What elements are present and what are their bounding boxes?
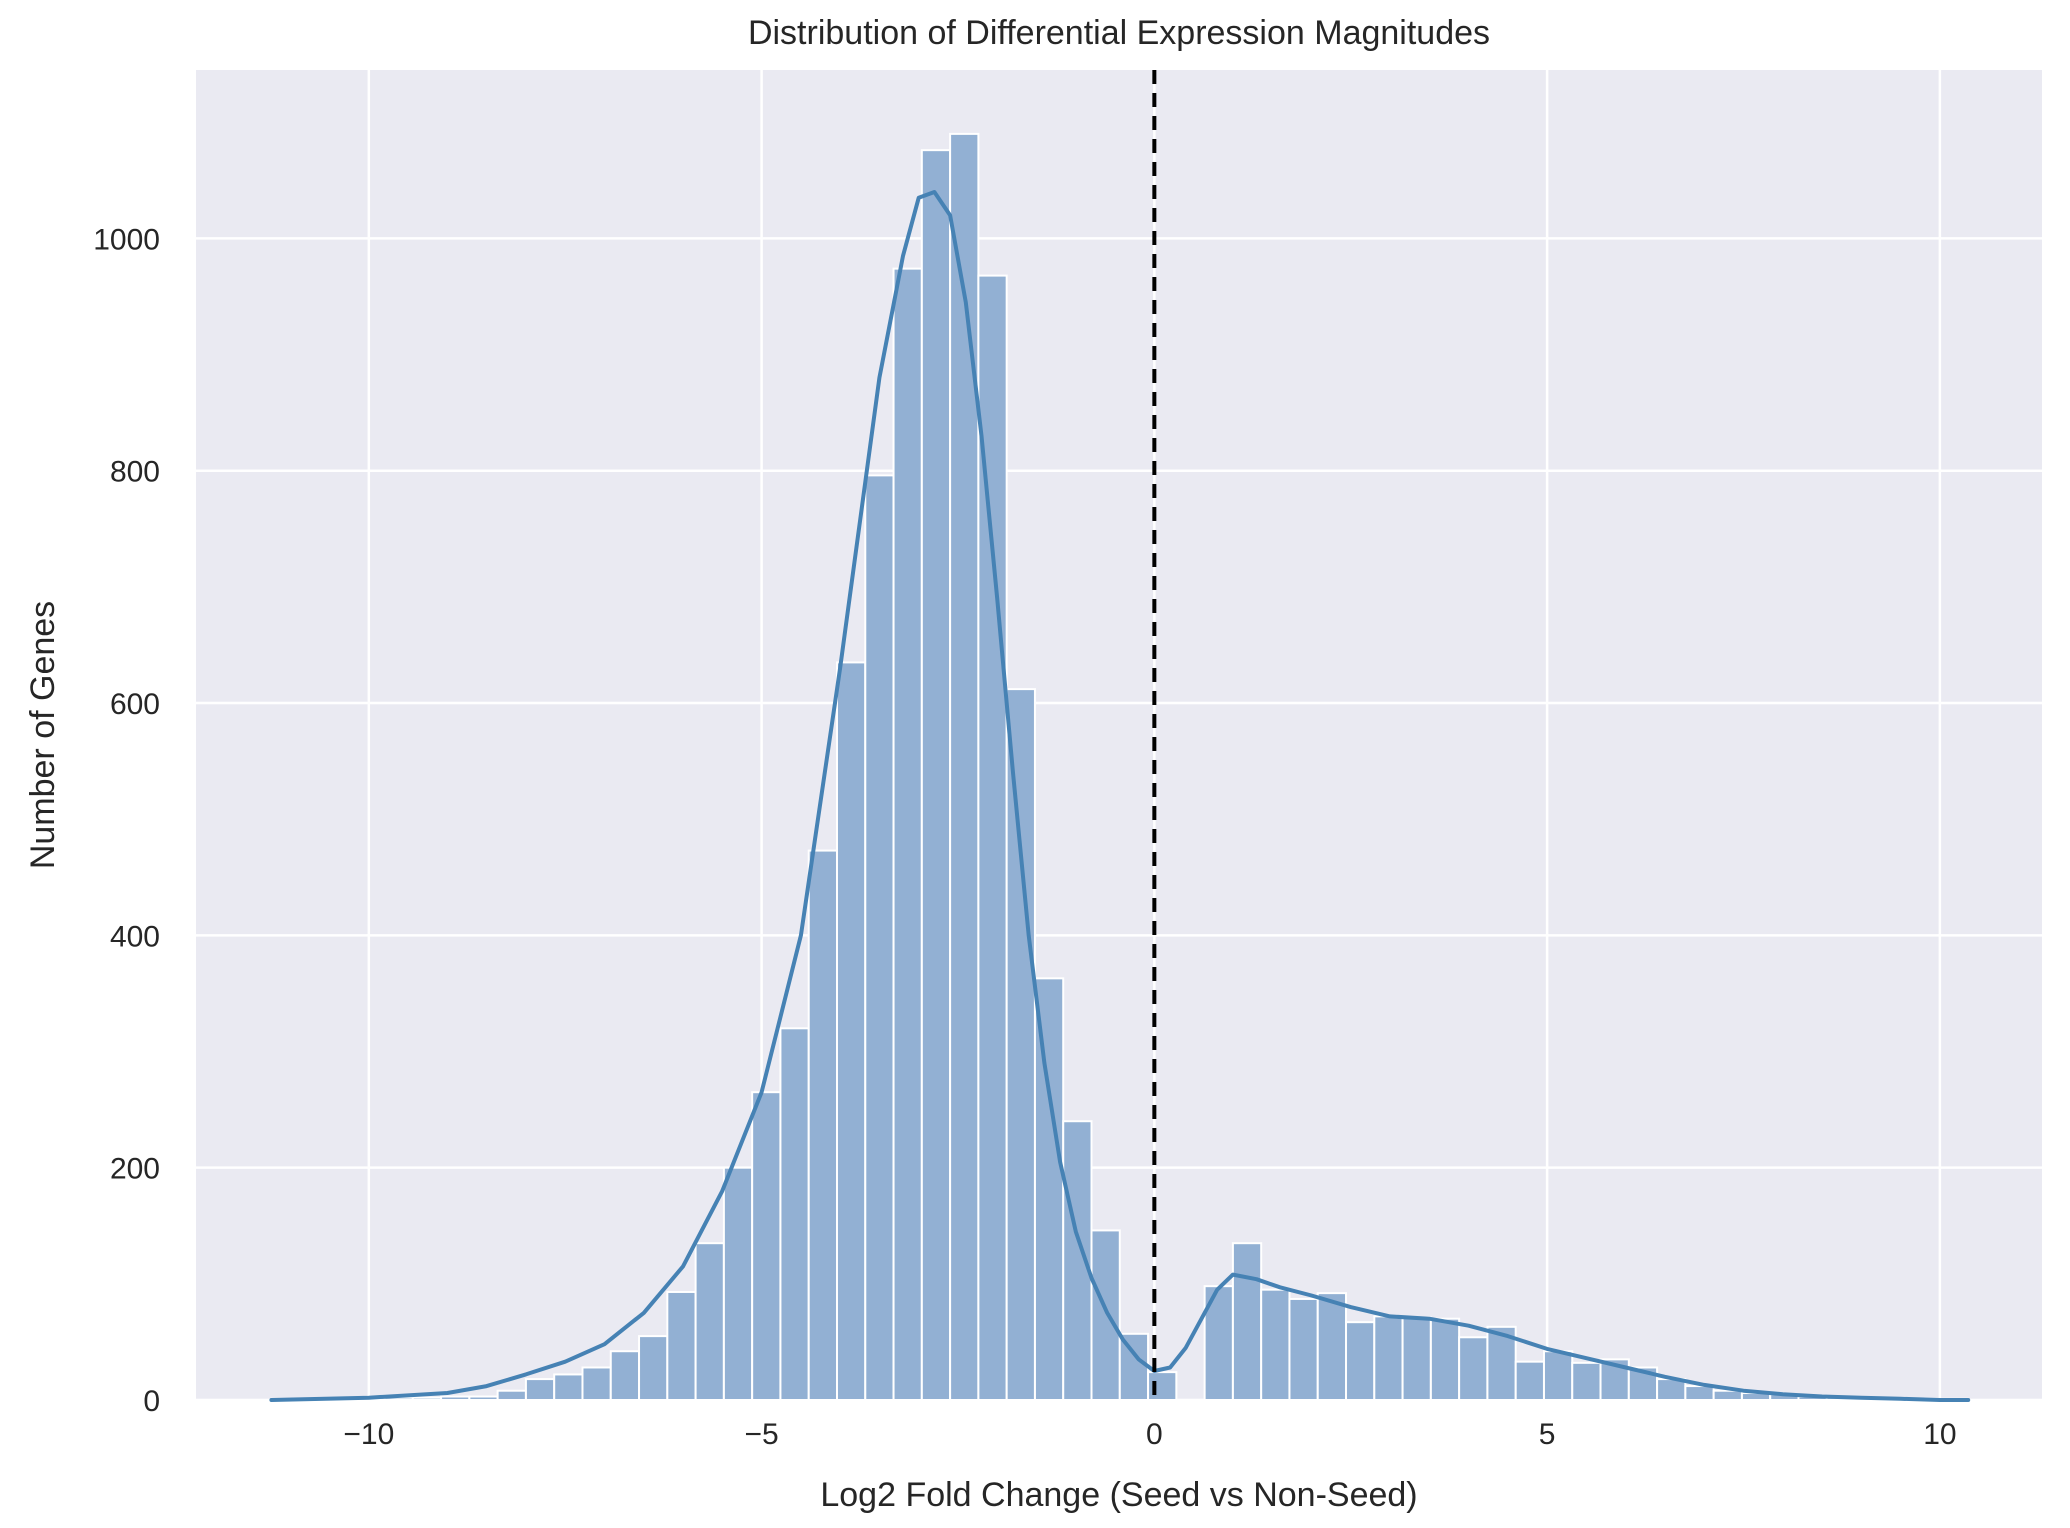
- histogram-bar: [638, 1335, 669, 1401]
- histogram-bar: [468, 1395, 499, 1401]
- histogram-bar: [1090, 1229, 1121, 1402]
- x-tick-label: −5: [744, 1418, 778, 1451]
- histogram-bar: [609, 1350, 641, 1402]
- chart-title: Distribution of Differential Expression …: [748, 14, 1490, 52]
- histogram-bar: [1260, 1288, 1291, 1401]
- y-tick-label: 400: [110, 920, 160, 953]
- histogram-bar: [1712, 1389, 1743, 1401]
- x-axis-ticks: −10 −5 0 5 10: [343, 1418, 1956, 1451]
- histogram-bar: [1458, 1336, 1489, 1402]
- histogram-bar: [440, 1395, 471, 1401]
- histogram-bar: [949, 132, 980, 1401]
- histogram-bar: [1514, 1360, 1545, 1401]
- histogram-bar: [892, 267, 923, 1402]
- x-tick-label: 10: [1923, 1418, 1956, 1451]
- histogram-bar: [524, 1378, 556, 1401]
- kde-curve: [269, 190, 1971, 1402]
- x-tick-label: 0: [1146, 1418, 1163, 1451]
- histogram-bar: [1005, 688, 1036, 1401]
- histogram-bar: [1656, 1378, 1687, 1401]
- histogram-bar: [666, 1290, 697, 1401]
- histogram-bar: [1429, 1317, 1461, 1401]
- histogram-bar: [751, 1091, 782, 1401]
- histogram-bar: [977, 274, 1008, 1401]
- histogram-bar: [864, 474, 895, 1401]
- plot-area: [196, 70, 2042, 1400]
- histogram-bar: [553, 1373, 584, 1402]
- histogram-bar: [1684, 1385, 1715, 1402]
- histogram-bar: [779, 1027, 810, 1402]
- y-axis-label: Number of Genes: [24, 601, 62, 869]
- histogram-bar: [1147, 1371, 1178, 1402]
- histogram-bar: [1571, 1361, 1602, 1402]
- histogram-bar: [411, 1396, 443, 1402]
- x-axis-label: Log2 Fold Change (Seed vs Non-Seed): [820, 1476, 1417, 1514]
- x-tick-label: 5: [1539, 1418, 1556, 1451]
- histogram-bar: [1231, 1242, 1263, 1401]
- histogram-bar: [722, 1166, 754, 1401]
- y-tick-label: 600: [110, 688, 160, 721]
- histogram-bar: [581, 1366, 612, 1401]
- y-tick-label: 800: [110, 456, 160, 489]
- histogram-bar: [1288, 1297, 1319, 1402]
- histogram-bar: [1033, 977, 1065, 1402]
- histogram-bar: [1373, 1315, 1404, 1402]
- histogram-bar: [835, 661, 867, 1401]
- histogram-bar: [694, 1242, 725, 1401]
- histogram-bar: [807, 849, 838, 1401]
- y-tick-label: 1000: [93, 223, 160, 256]
- histogram-bar: [1401, 1316, 1432, 1402]
- histogram-bar: [496, 1389, 527, 1401]
- histogram-bars: [270, 132, 1970, 1402]
- y-tick-label: 0: [143, 1385, 160, 1418]
- histogram-bar: [1345, 1321, 1376, 1402]
- x-tick-label: −10: [343, 1418, 394, 1451]
- histogram-bar: [920, 149, 952, 1402]
- histogram-bar: [1542, 1350, 1574, 1402]
- y-tick-label: 200: [110, 1153, 160, 1186]
- y-axis-ticks: 0 200 400 600 800 1000: [93, 223, 160, 1418]
- histogram-bar: [1316, 1292, 1348, 1402]
